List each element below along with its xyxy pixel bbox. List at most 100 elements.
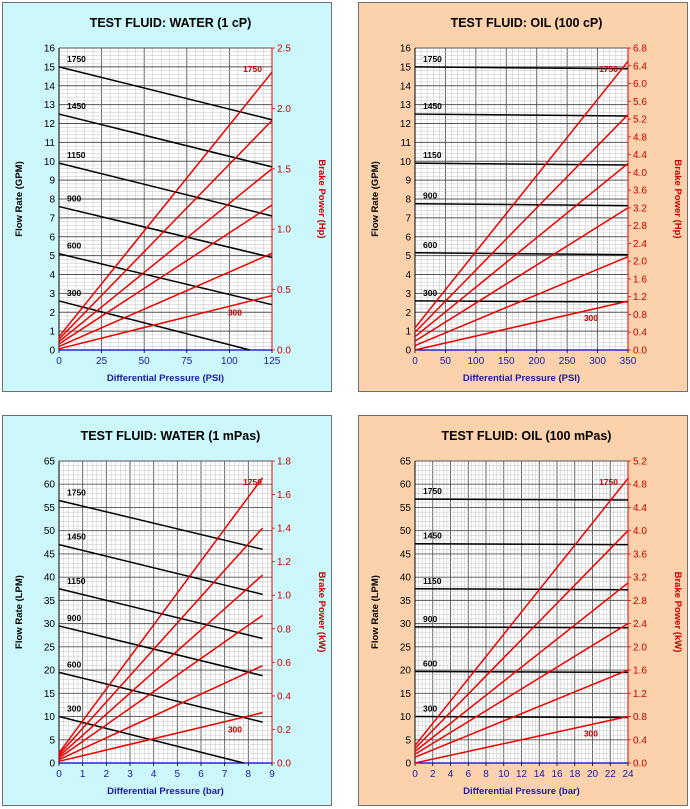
- flow-line-600: [414, 252, 629, 256]
- y2-tick-label: 0.0: [277, 346, 291, 357]
- y-tick-label: 15: [44, 62, 56, 73]
- y2-tick-label: 0.4: [633, 735, 647, 746]
- y-tick-label: 55: [400, 503, 412, 514]
- y2-tick-label: 0.5: [277, 285, 291, 296]
- flow-line-1450: [58, 113, 273, 168]
- flow-rpm-label-900: 900: [67, 194, 81, 204]
- x-tick-label: 150: [498, 356, 515, 367]
- x-axis-label: Differential Pressure (PSI): [463, 373, 580, 384]
- power-line-1750: [58, 71, 273, 338]
- x-tick-label: 20: [587, 769, 599, 780]
- grid: [414, 47, 629, 351]
- chart-svg-water-us: 0 25 50 75 100 1250123456789101112131415160.0…: [14, 16, 327, 384]
- flow-line-600: [58, 253, 273, 306]
- y-tick-label: 4: [405, 270, 411, 281]
- power-line-1750: [414, 477, 629, 747]
- y2-tick-label: 6.0: [633, 79, 647, 90]
- y2-tick-label: 2.0: [633, 257, 647, 268]
- flow-line-1750: [58, 66, 273, 121]
- plot-area: [59, 461, 272, 763]
- y-tick-label: 15: [44, 689, 56, 700]
- flow-line-1150: [58, 588, 263, 640]
- power-line-900: [414, 622, 629, 755]
- flow-line-600: [414, 670, 629, 674]
- y-tick-label: 5: [405, 251, 411, 262]
- power-line-600: [58, 252, 273, 348]
- y-tick-label: 10: [400, 157, 412, 168]
- y2-tick-label: 1.0: [277, 591, 291, 602]
- x-tick-label: 4: [448, 769, 454, 780]
- y2-tick-label: 6.8: [633, 44, 647, 55]
- y-tick-label: 9: [49, 176, 55, 187]
- flow-line-600: [58, 671, 263, 723]
- flow-rpm-label-1150: 1150: [423, 576, 442, 586]
- y-tick-label: 12: [44, 119, 56, 130]
- y2-tick-label: 4.8: [633, 132, 647, 143]
- y2-tick-label: 4.4: [633, 503, 647, 514]
- power-rpm-label-high: 1750: [599, 64, 618, 74]
- x-tick-label: 10: [498, 769, 510, 780]
- y2-tick-label: 0.0: [277, 759, 291, 770]
- y-tick-label: 5: [49, 251, 55, 262]
- x-tick-label: 2: [104, 769, 110, 780]
- y-tick-label: 50: [44, 526, 56, 537]
- y-tick-label: 3: [405, 289, 411, 300]
- y2-tick-label: 2.5: [277, 44, 291, 55]
- x-axis-label: Differential Pressure (PSI): [107, 373, 224, 384]
- y-tick-label: 14: [44, 81, 56, 92]
- power-line-900: [414, 207, 629, 342]
- y-tick-label: 0: [49, 346, 55, 357]
- flow-line-900: [414, 626, 629, 629]
- y2-tick-label: 1.2: [277, 557, 291, 568]
- y2-axis-label: Brake Power (kW): [316, 572, 327, 653]
- flow-rpm-label-600: 600: [423, 658, 437, 668]
- power-rpm-label-high: 1750: [243, 64, 262, 74]
- chart-svg-water-metric: 0 1 2 3 4 5 6 7 8 9051015202530354045505560650.00…: [14, 429, 327, 797]
- y-tick-label: 35: [44, 596, 56, 607]
- flow-rpm-label-300: 300: [423, 704, 437, 714]
- power-line-1150: [414, 162, 629, 338]
- y-axis-label: Flow Rate (GPM): [14, 161, 25, 236]
- chart-title: TEST FLUID: OIL (100 mPas): [442, 429, 612, 443]
- y2-tick-label: 0.4: [277, 691, 291, 702]
- flow-line-1750: [414, 66, 629, 70]
- flow-line-1450: [414, 542, 629, 546]
- chart-title: TEST FLUID: OIL (100 cP): [451, 16, 603, 30]
- x-tick-label: 8: [483, 769, 489, 780]
- y2-tick-label: 1.8: [277, 457, 291, 468]
- y-tick-label: 20: [400, 666, 412, 677]
- flow-line-900: [58, 205, 273, 259]
- y2-tick-label: 4.8: [633, 480, 647, 491]
- y-tick-label: 15: [400, 689, 412, 700]
- flow-rpm-label-300: 300: [67, 288, 81, 298]
- y-tick-label: 10: [400, 712, 412, 723]
- y2-tick-label: 1.5: [277, 164, 291, 175]
- flow-rpm-label-1150: 1150: [67, 576, 86, 586]
- y-tick-label: 45: [400, 549, 412, 560]
- y-tick-label: 11: [401, 138, 412, 149]
- chart-svg-oil-us: 0 50 100 150 200 250 300 3500123456789101112131…: [370, 16, 683, 384]
- y-tick-label: 65: [400, 457, 412, 468]
- y2-tick-label: 5.2: [633, 457, 647, 468]
- y-tick-label: 13: [400, 100, 412, 111]
- y2-tick-label: 0.4: [633, 328, 647, 339]
- flow-line-1750: [58, 499, 263, 551]
- x-tick-label: 6: [198, 769, 204, 780]
- y2-tick-label: 5.2: [633, 115, 647, 126]
- power-line-1450: [58, 119, 273, 340]
- x-tick-label: 12: [516, 769, 528, 780]
- power-line-600: [58, 665, 263, 761]
- flow-line-900: [58, 625, 263, 677]
- y-tick-label: 7: [405, 213, 411, 224]
- y-tick-label: 30: [400, 619, 412, 630]
- power-line-1750: [414, 60, 629, 329]
- flow-rpm-label-1750: 1750: [67, 54, 86, 64]
- y2-tick-label: 5.6: [633, 97, 647, 108]
- power-line-300: [414, 715, 629, 764]
- y2-tick-label: 6.4: [633, 61, 647, 72]
- y2-tick-label: 3.2: [633, 573, 647, 584]
- y2-tick-label: 3.6: [633, 549, 647, 560]
- y-tick-label: 1: [405, 327, 411, 338]
- y2-tick-label: 1.2: [633, 689, 647, 700]
- x-tick-label: 100: [221, 356, 238, 367]
